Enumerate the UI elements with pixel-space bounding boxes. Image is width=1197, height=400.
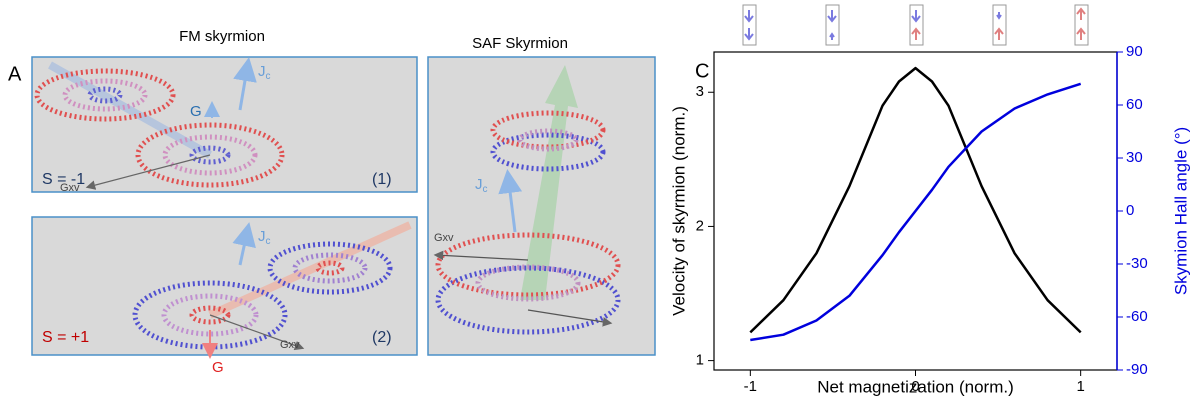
panel-letter: A	[8, 63, 22, 85]
y2-tick-label: 0	[1126, 202, 1134, 219]
track	[208, 221, 412, 319]
track	[48, 61, 212, 159]
skyrmion	[34, 68, 285, 188]
panel-box	[31, 56, 418, 193]
y2-tick-label: 30	[1126, 149, 1143, 166]
jc-label: Jc	[258, 228, 271, 247]
jc-label: Jc	[475, 176, 488, 195]
jc-arrow	[498, 169, 523, 233]
x-tick-label: -1	[744, 378, 757, 395]
g-label: G	[190, 103, 202, 120]
panel-title: FM skyrmion	[179, 28, 265, 45]
skyrmion	[132, 241, 393, 350]
jc-arrow	[232, 222, 256, 266]
s-label: S = +1	[42, 329, 89, 346]
x-tick-label: 0	[911, 378, 919, 395]
gxv-arrow	[433, 250, 529, 261]
gxv-label: Gxv	[60, 182, 80, 194]
gxv-label: Gxv	[280, 339, 300, 351]
x-axis-label: Net magnetization (norm.)	[817, 377, 1014, 396]
y2-tick-label: 90	[1126, 43, 1143, 60]
series-line	[750, 82, 1082, 342]
y2-tick-label: 60	[1126, 96, 1143, 113]
g-label: G	[212, 359, 224, 376]
skyrmion	[435, 110, 621, 335]
panel-title: SAF Skyrmion	[472, 35, 568, 52]
y2-tick-label: -90	[1126, 361, 1148, 378]
case-label: (2)	[372, 329, 392, 346]
y-tick-label: 1	[696, 352, 704, 369]
y-tick-label: 2	[696, 217, 704, 234]
gxv-arrow	[85, 154, 211, 190]
panel-letter: C	[695, 60, 709, 82]
gxv-arrow	[209, 314, 305, 351]
track	[520, 65, 578, 300]
gxv-label: Gxv	[434, 232, 454, 244]
y2-tick-label: -30	[1126, 255, 1148, 272]
y2-tick-label: -60	[1126, 308, 1148, 325]
gxv-arrow	[527, 309, 613, 327]
s-label: S = -1	[42, 171, 85, 188]
state-icons	[742, 4, 1089, 46]
case-label: (1)	[372, 171, 392, 188]
jc-arrow	[233, 57, 257, 111]
jc-label: Jc	[258, 63, 271, 82]
y-tick-label: 3	[696, 83, 704, 100]
x-tick-label: 1	[1076, 378, 1084, 395]
plot: -1 0 1 1 2 3 -90 -60 -30 0 30 60 90 Net magnetization…	[669, 43, 1190, 397]
series-line	[749, 66, 1082, 334]
y-axis-label: Velocity of skyrmion (norm.)	[669, 106, 688, 316]
y2-axis-label: Skymion Hall angle (°)	[1171, 127, 1190, 295]
